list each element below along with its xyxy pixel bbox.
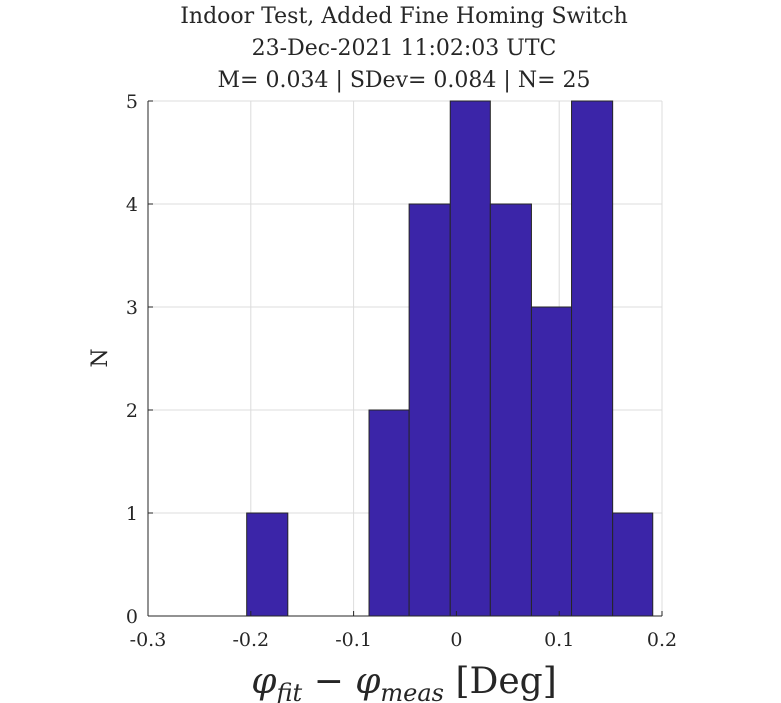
y-tick-label: 4 [126, 194, 138, 216]
histogram-bars [246, 100, 654, 617]
histogram-bar [489, 203, 532, 617]
histogram-bar [408, 203, 451, 617]
x-label-sub-fit: fit [274, 679, 302, 703]
x-label-phi-meas: φ [355, 661, 381, 702]
x-tick-label: 0.2 [647, 629, 677, 651]
x-tick-label: 0.1 [544, 629, 574, 651]
histogram-bar [449, 100, 491, 617]
y-tick-label: 2 [126, 400, 138, 422]
x-tick-label: -0.2 [232, 629, 269, 651]
histogram-bar [530, 306, 573, 617]
y-tick-label: 0 [126, 606, 138, 628]
histogram-bar [571, 100, 614, 617]
chart-title-line-1: Indoor Test, Added Fine Homing Switch [180, 4, 628, 29]
x-tick-label: 0 [450, 629, 462, 651]
y-axis-label: N [88, 348, 113, 367]
chart-title-line-2: 23-Dec-2021 11:02:03 UTC [252, 36, 557, 61]
x-axis-label: φfit − φmeas [Deg] [251, 661, 557, 703]
chart-title-line-3: M= 0.034 | SDev= 0.084 | N= 25 [218, 68, 591, 93]
x-label-unit: [Deg] [444, 661, 557, 702]
y-tick-label: 5 [126, 91, 138, 113]
tick-labels: -0.3 -0.2 -0.1 0 0.1 0.2 0 1 2 3 4 5 [126, 91, 677, 651]
histogram-bar [368, 409, 410, 617]
x-tick-label: -0.1 [335, 629, 372, 651]
histogram-bar [612, 512, 654, 617]
axes [147, 100, 663, 617]
x-label-minus: − [302, 661, 355, 702]
x-tick-label: -0.3 [130, 629, 167, 651]
histogram-bar [246, 512, 289, 617]
x-label-phi-fit: φ [251, 661, 277, 702]
y-tick-label: 3 [126, 297, 138, 319]
y-tick-label: 1 [126, 503, 138, 525]
x-label-sub-meas: meas [380, 679, 444, 703]
